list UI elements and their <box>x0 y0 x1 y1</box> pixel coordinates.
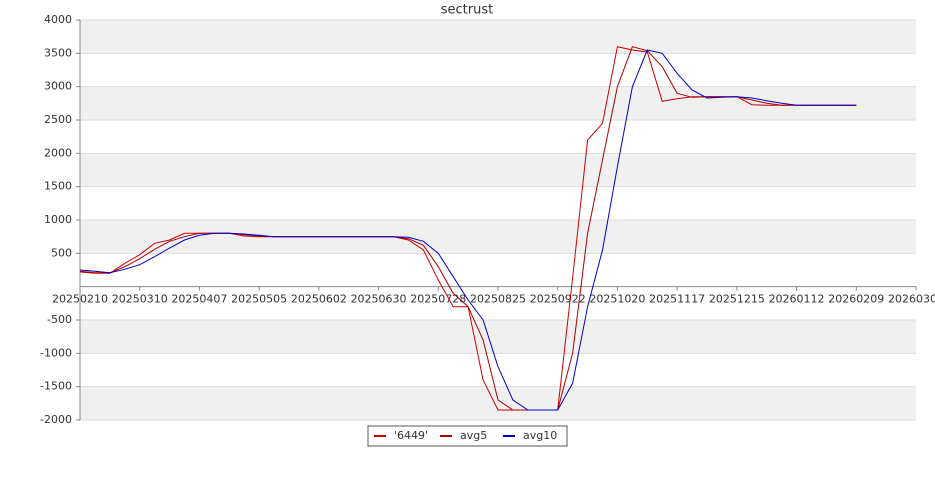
y-tick-label: -500 <box>47 313 72 326</box>
x-tick-label: 20250922 <box>530 293 586 306</box>
legend-label: avg5 <box>460 429 487 442</box>
x-tick-label: 20250728 <box>410 293 466 306</box>
y-tick-label: -1500 <box>40 380 72 393</box>
y-tick-label: -1000 <box>40 346 72 359</box>
x-tick-label: 20260112 <box>769 293 825 306</box>
x-tick-label: 20251020 <box>589 293 645 306</box>
y-tick-label: 2000 <box>44 146 72 159</box>
x-tick-label: 20250602 <box>291 293 347 306</box>
legend-label: avg10 <box>523 429 557 442</box>
y-tick-label: 1500 <box>44 180 72 193</box>
y-tick-label: 4000 <box>44 13 72 26</box>
x-tick-label: 20250825 <box>470 293 526 306</box>
x-tick-label: 20260209 <box>828 293 884 306</box>
x-tick-label: 20250630 <box>351 293 407 306</box>
y-tick-label: 3500 <box>44 46 72 59</box>
legend: '6449' avg5 avg10 <box>367 425 568 447</box>
legend-box <box>367 425 568 447</box>
y-tick-label: 500 <box>51 246 72 259</box>
y-tick-label: 2500 <box>44 113 72 126</box>
y-tick-label: 1000 <box>44 213 72 226</box>
legend-label: '6449' <box>394 429 428 442</box>
x-tick-label: 20250505 <box>231 293 287 306</box>
x-tick-label: 20250310 <box>112 293 168 306</box>
x-tick-label: 20250407 <box>171 293 227 306</box>
x-tick-label: 20250210 <box>52 293 108 306</box>
grid-band <box>80 386 916 420</box>
y-tick-label: -2000 <box>40 413 72 426</box>
series-line <box>79 49 857 411</box>
grid-band <box>80 220 916 254</box>
grid-band <box>80 86 916 120</box>
y-tick-label: 3000 <box>44 80 72 93</box>
grid-band <box>80 320 916 354</box>
grid-band <box>80 153 916 187</box>
x-tick-label: 20260309 <box>888 293 935 306</box>
grid-band <box>80 20 916 54</box>
chart-title: sectrust <box>441 3 493 18</box>
x-tick-label: 20251215 <box>709 293 765 306</box>
x-tick-label: 20251117 <box>649 293 705 306</box>
